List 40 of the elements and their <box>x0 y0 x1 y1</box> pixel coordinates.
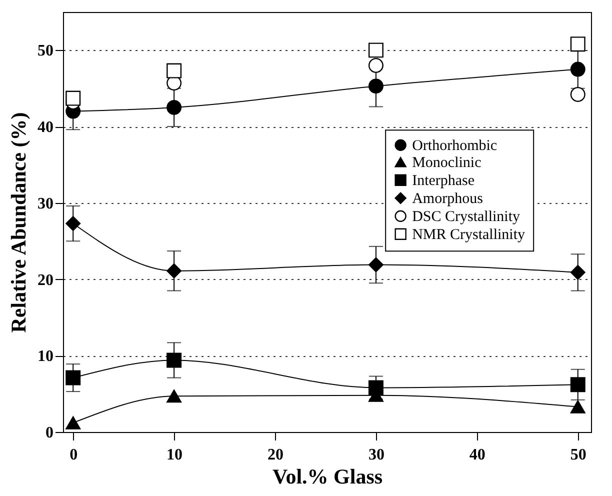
point <box>166 352 182 368</box>
legend-label: DSC Crystallinity <box>412 209 521 226</box>
point <box>66 216 81 232</box>
y-tick-label: 0 <box>46 424 54 442</box>
legend-label: Interphase <box>412 173 475 190</box>
point <box>368 42 384 58</box>
point <box>570 377 586 392</box>
legend-label: NMR Crystallinity <box>412 227 526 244</box>
point <box>166 100 182 115</box>
legend-label: Amorphous <box>412 191 484 208</box>
x-tick-label: 30 <box>368 446 384 464</box>
point <box>570 86 586 102</box>
point <box>66 370 81 386</box>
y-tick-label: 50 <box>38 42 54 60</box>
point <box>570 62 586 77</box>
point <box>166 63 182 78</box>
y-tick-label: 10 <box>38 348 54 366</box>
point <box>570 264 586 280</box>
point <box>570 36 586 52</box>
point <box>570 400 586 414</box>
y-tick-label: 30 <box>38 195 54 212</box>
legend-label: Orthorhombic <box>412 138 498 154</box>
point <box>66 416 81 430</box>
point <box>166 390 182 403</box>
x-axis-title: Vol.% Glass <box>272 464 383 488</box>
x-tick-label: 40 <box>469 446 486 464</box>
x-tick-label: 20 <box>268 446 284 464</box>
y-axis-title: Relative Abundance (%) <box>6 112 30 333</box>
point <box>368 380 384 396</box>
x-tick-label: 0 <box>70 446 78 464</box>
point <box>368 257 384 272</box>
point <box>166 263 182 278</box>
y-tick-label: 40 <box>38 119 54 136</box>
legend-label: Monoclinic <box>412 155 482 172</box>
x-tick-label: 50 <box>570 446 586 464</box>
point <box>66 90 81 106</box>
point <box>368 58 384 73</box>
y-tick-label: 20 <box>38 272 54 289</box>
point <box>368 78 384 94</box>
x-tick-label: 10 <box>166 446 183 464</box>
